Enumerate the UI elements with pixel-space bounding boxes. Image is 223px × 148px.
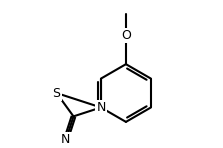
Text: N: N (96, 101, 106, 114)
Text: O: O (121, 29, 131, 42)
Text: S: S (53, 87, 60, 99)
Text: N: N (61, 133, 71, 146)
